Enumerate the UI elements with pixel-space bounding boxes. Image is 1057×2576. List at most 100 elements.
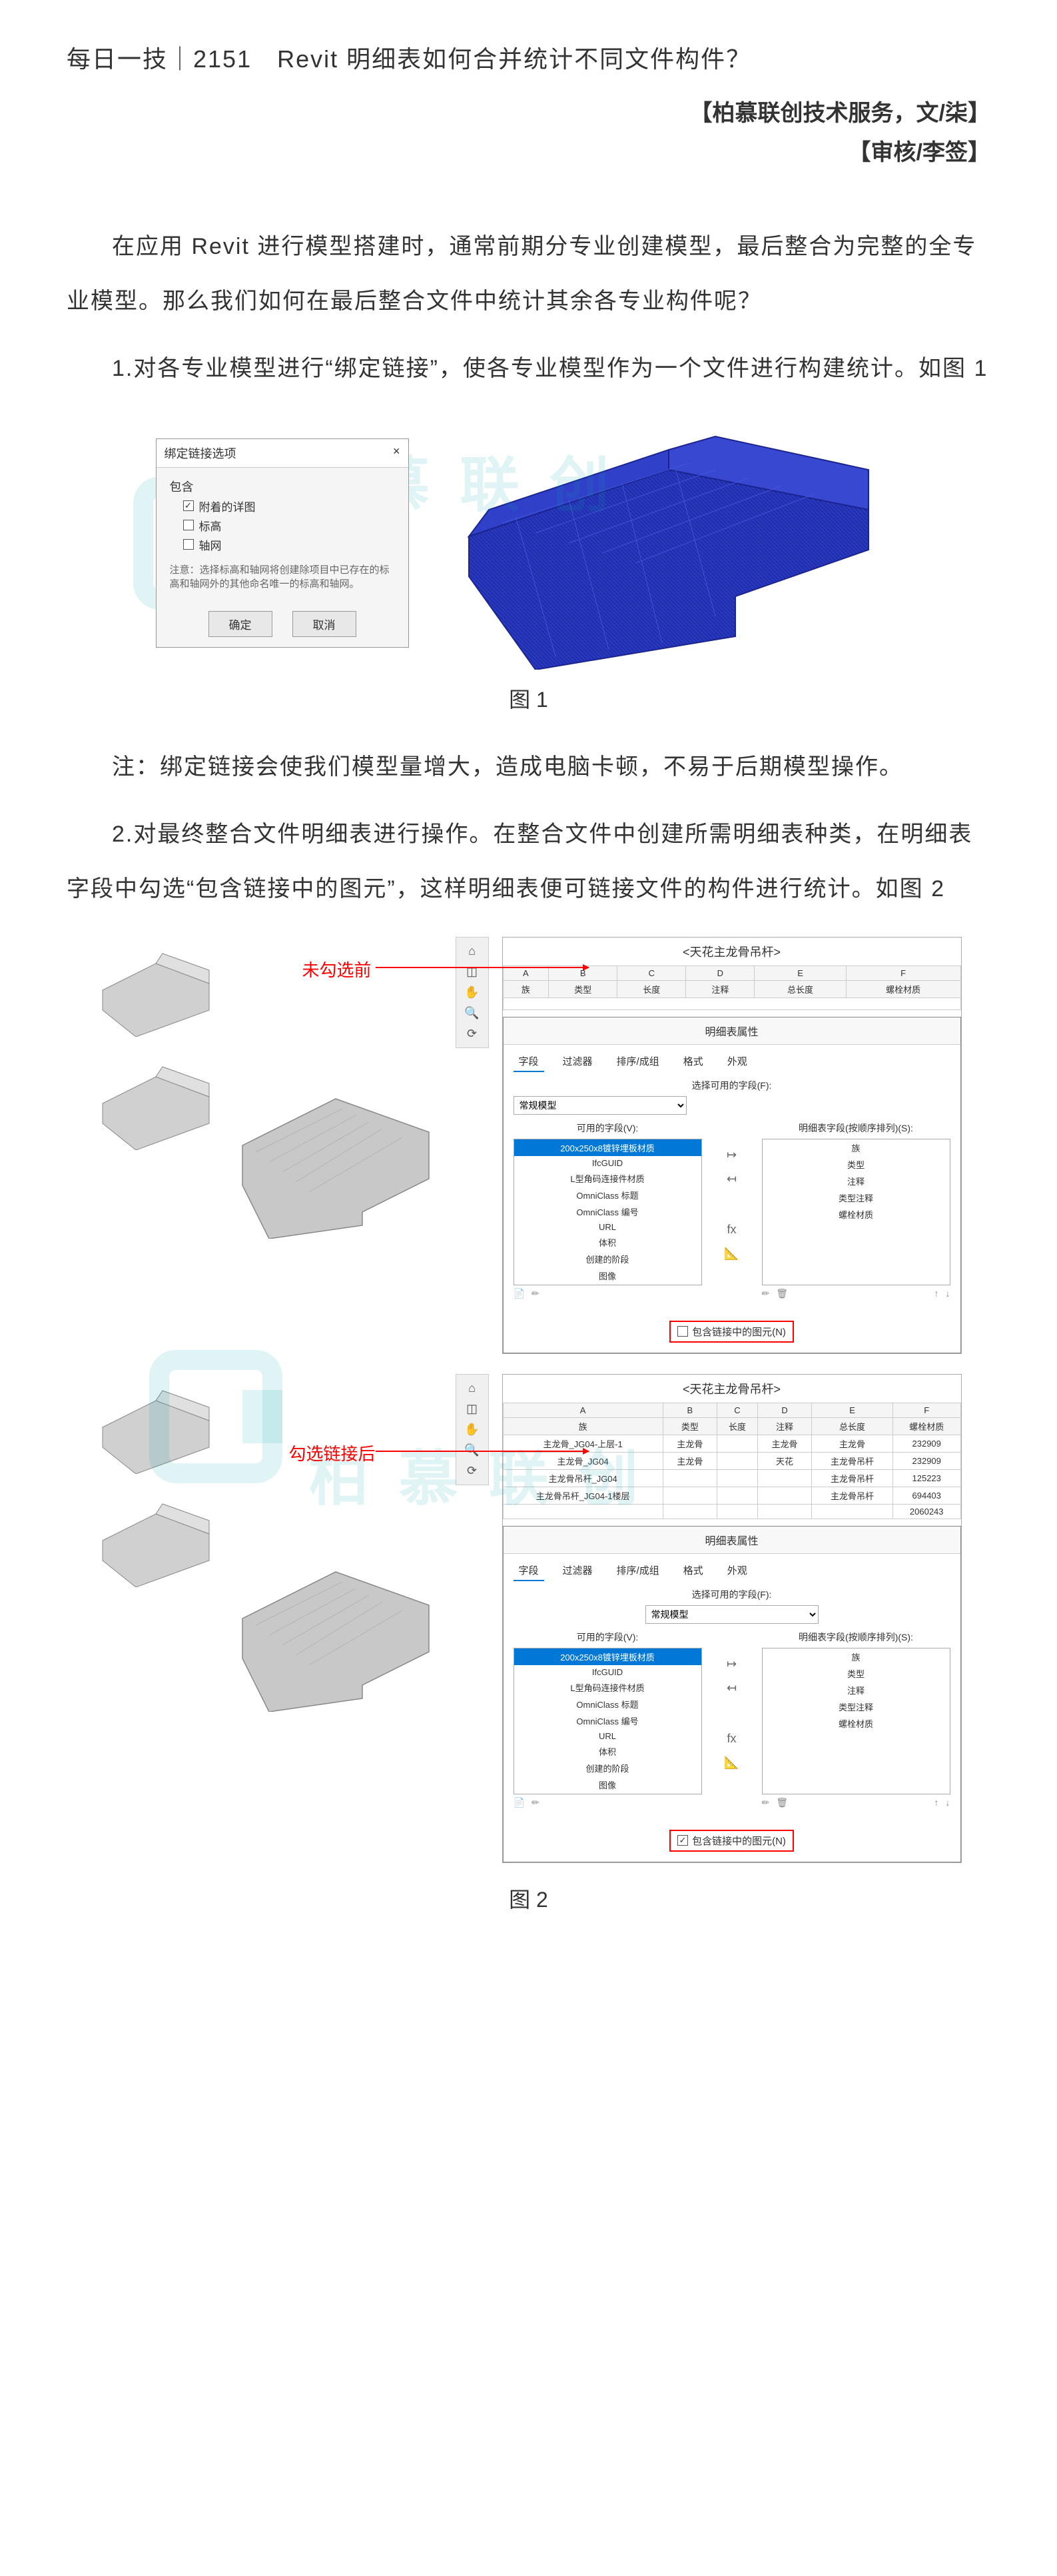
orbit-icon[interactable]: ⟳ — [467, 1464, 477, 1478]
schedule-properties-dialog: 明细表属性 字段过滤器排序/成组格式外观 选择可用的字段(F): 常规模型 可用… — [503, 1526, 961, 1862]
props-tab[interactable]: 外观 — [722, 1561, 753, 1581]
props-tab[interactable]: 格式 — [678, 1051, 709, 1072]
used-fields-list[interactable]: 族类型注释类型注释螺栓材质 — [762, 1139, 950, 1285]
tool-icon[interactable]: 📄 — [514, 1288, 525, 1299]
reviewer: 【审核/李签】 — [67, 134, 990, 167]
down-icon[interactable]: ↓ — [946, 1288, 950, 1299]
props-title: 明细表属性 — [504, 1527, 960, 1554]
props-tabs: 字段过滤器排序/成组格式外观 — [504, 1045, 960, 1079]
available-fields-list[interactable]: 200x250x8镀锌埋板材质IfcGUIDL型角码连接件材质OmniClass… — [514, 1139, 702, 1285]
checkbox-detail[interactable]: ✓ — [183, 500, 194, 511]
tool-icon[interactable]: 🗑 — [776, 1797, 788, 1808]
tool-icon[interactable]: ✏ — [762, 1288, 770, 1299]
cube-icon[interactable]: ◫ — [466, 1402, 478, 1416]
home-icon[interactable]: ⌂ — [468, 944, 476, 958]
tool-icon[interactable]: ✏ — [531, 1797, 539, 1808]
tool-icon[interactable]: ✏ — [531, 1288, 539, 1299]
list-item[interactable]: 图像 — [514, 1776, 701, 1793]
props-tab[interactable]: 排序/成组 — [611, 1051, 665, 1072]
list-item[interactable]: 体积 — [514, 1743, 701, 1760]
list-item[interactable]: OmniClass 编号 — [514, 1712, 701, 1729]
list-item[interactable]: L型角码连接件材质 — [514, 1679, 701, 1696]
list-item[interactable]: IfcGUID — [514, 1665, 701, 1679]
tool-icon[interactable]: 🗑 — [776, 1288, 788, 1299]
label-before: 未勾选前 — [302, 957, 372, 981]
include-linked-checkbox[interactable]: ✓ — [677, 1835, 688, 1846]
tool-icon[interactable]: ✏ — [762, 1797, 770, 1808]
add-icon[interactable]: ↦ — [727, 1148, 737, 1162]
down-icon[interactable]: ↓ — [946, 1797, 950, 1808]
list-tools: ✏ 🗑 ↑ ↓ — [762, 1285, 950, 1302]
up-icon[interactable]: ↑ — [934, 1797, 939, 1808]
list-item[interactable]: 200x250x8镀锌埋板材质 — [514, 1648, 701, 1665]
close-icon[interactable]: × — [393, 444, 400, 462]
props-tab[interactable]: 外观 — [722, 1051, 753, 1072]
include-linked-checkbox-highlight: 包含链接中的图元(N) — [669, 1321, 794, 1343]
ok-button[interactable]: 确定 — [208, 611, 272, 637]
used-fields-list[interactable]: 族类型注释类型注释螺栓材质 — [762, 1648, 950, 1794]
schedule-properties-dialog: 明细表属性 字段过滤器排序/成组格式外观 选择可用的字段(F): 常规模型 可用… — [503, 1017, 961, 1353]
list-item[interactable]: OmniClass 标题 — [514, 1696, 701, 1712]
props-tab[interactable]: 排序/成组 — [611, 1561, 665, 1581]
view-toolbar: ⌂ ◫ ✋ 🔍 ⟳ — [456, 937, 489, 1048]
formula-icon[interactable]: 📐 — [724, 1247, 739, 1261]
list-item[interactable]: 注释 — [763, 1173, 950, 1189]
checkbox-level[interactable] — [183, 520, 194, 530]
list-item[interactable]: 族 — [763, 1139, 950, 1156]
home-icon[interactable]: ⌂ — [468, 1381, 476, 1395]
formula-icon[interactable]: 📐 — [724, 1756, 739, 1770]
list-item[interactable]: 螺栓材质 — [763, 1715, 950, 1732]
checkbox-grid[interactable] — [183, 539, 194, 550]
transfer-buttons: ↦ ↤ fx 📐 — [715, 1121, 749, 1302]
available-fields-list[interactable]: 200x250x8镀锌埋板材质IfcGUIDL型角码连接件材质OmniClass… — [514, 1648, 702, 1794]
label-after: 勾选链接后 — [289, 1441, 376, 1465]
orbit-icon[interactable]: ⟳ — [467, 1027, 477, 1041]
props-tab[interactable]: 字段 — [514, 1561, 544, 1581]
cancel-button[interactable]: 取消 — [292, 611, 356, 637]
add-icon[interactable]: ↦ — [727, 1657, 737, 1671]
list-item[interactable]: 类型 — [763, 1156, 950, 1173]
props-tab[interactable]: 字段 — [514, 1051, 544, 1072]
checkbox-label: 附着的详图 — [199, 498, 256, 514]
hand-icon[interactable]: ✋ — [464, 985, 479, 999]
props-title: 明细表属性 — [504, 1017, 960, 1045]
props-tabs: 字段过滤器排序/成组格式外观 — [504, 1554, 960, 1588]
remove-icon[interactable]: ↤ — [727, 1681, 737, 1695]
checkbox-label: 标高 — [199, 517, 222, 534]
list-item[interactable]: 族 — [763, 1648, 950, 1665]
list-tools: 📄✏ — [514, 1794, 702, 1811]
list-item[interactable]: 200x250x8镀锌埋板材质 — [514, 1139, 701, 1156]
props-tab[interactable]: 格式 — [678, 1561, 709, 1581]
list-item[interactable]: URL — [514, 1729, 701, 1743]
include-linked-checkbox[interactable] — [677, 1326, 688, 1337]
hand-icon[interactable]: ✋ — [464, 1423, 479, 1437]
list-item[interactable]: 图像 — [514, 1267, 701, 1284]
list-item[interactable]: URL — [514, 1220, 701, 1234]
list-item[interactable]: 体积 — [514, 1234, 701, 1251]
up-icon[interactable]: ↑ — [934, 1288, 939, 1299]
zoom-icon[interactable]: 🔍 — [464, 1006, 479, 1020]
list-item[interactable]: OmniClass 标题 — [514, 1187, 701, 1203]
list-item[interactable]: 螺栓材质 — [763, 1206, 950, 1223]
list-item[interactable]: 类型注释 — [763, 1189, 950, 1206]
remove-icon[interactable]: ↤ — [727, 1172, 737, 1186]
schedule-panel-after: <天花主龙骨吊杆> ABCDEF 族类型长度注释总长度螺栓材质 主龙骨_JG04… — [502, 1374, 962, 1863]
category-select[interactable]: 常规模型 — [514, 1096, 687, 1115]
select-label: 选择可用的字段(F): — [514, 1079, 950, 1092]
list-item[interactable]: OmniClass 编号 — [514, 1203, 701, 1220]
list-item[interactable]: 创建的阶段 — [514, 1760, 701, 1776]
paragraph-4: 2.对最终整合文件明细表进行操作。在整合文件中创建所需明细表种类，在明细表字段中… — [67, 808, 990, 916]
list-item[interactable]: 创建的阶段 — [514, 1251, 701, 1267]
list-item[interactable]: 类型 — [763, 1665, 950, 1682]
category-select[interactable]: 常规模型 — [645, 1605, 819, 1624]
schedule-title: <天花主龙骨吊杆> — [503, 938, 961, 966]
fx-icon[interactable]: fx — [727, 1223, 736, 1237]
props-tab[interactable]: 过滤器 — [557, 1051, 598, 1072]
list-item[interactable]: IfcGUID — [514, 1156, 701, 1170]
list-item[interactable]: 类型注释 — [763, 1698, 950, 1715]
fx-icon[interactable]: fx — [727, 1732, 736, 1746]
props-tab[interactable]: 过滤器 — [557, 1561, 598, 1581]
list-item[interactable]: L型角码连接件材质 — [514, 1170, 701, 1187]
list-item[interactable]: 注释 — [763, 1682, 950, 1698]
tool-icon[interactable]: 📄 — [514, 1797, 525, 1808]
